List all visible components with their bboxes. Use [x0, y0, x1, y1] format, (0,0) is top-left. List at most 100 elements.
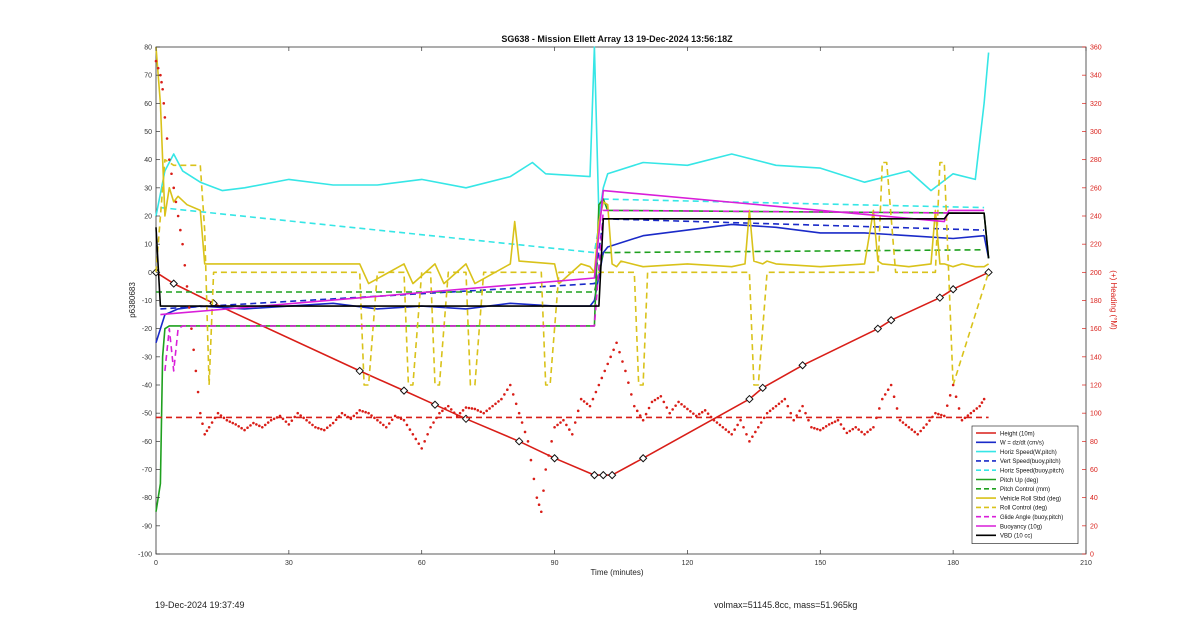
heading-point	[216, 411, 220, 415]
heading-point	[686, 407, 689, 411]
heading-point	[203, 432, 207, 436]
heading-point	[724, 428, 728, 431]
heading-point	[183, 263, 187, 267]
heading-point	[706, 412, 710, 415]
y2-tick-label: 0	[1090, 552, 1094, 559]
heading-point	[801, 404, 804, 408]
heading-point	[237, 425, 240, 428]
heading-point	[975, 407, 979, 410]
x-tick-label: 210	[1080, 560, 1092, 567]
heading-point	[972, 409, 976, 413]
heading-point	[978, 404, 982, 408]
heading-point	[458, 411, 462, 415]
heading-point	[683, 405, 686, 408]
heading-point	[539, 510, 543, 514]
heading-point	[579, 397, 583, 401]
heading-point	[506, 388, 509, 391]
heading-point	[762, 416, 766, 420]
heading-point	[532, 477, 536, 481]
series-layer	[151, 46, 993, 514]
heading-point	[162, 102, 166, 105]
heading-point	[756, 425, 760, 429]
series-roll-control-deg	[155, 158, 990, 386]
heading-point	[733, 428, 736, 431]
heading-point	[627, 381, 630, 384]
heading-point	[570, 432, 574, 436]
y2-tick-label: 60	[1090, 467, 1098, 474]
heading-point	[665, 406, 669, 409]
heading-point	[582, 400, 586, 403]
heading-point	[591, 397, 595, 401]
heading-point	[942, 414, 946, 418]
heading-point	[945, 404, 949, 407]
series-glide-angle-buoy-pitch	[164, 209, 985, 372]
heading-point	[692, 412, 695, 415]
heading-point	[299, 414, 302, 417]
y2-tick-label: 300	[1090, 129, 1102, 136]
heading-point	[606, 362, 610, 366]
heading-point	[934, 411, 937, 415]
heading-point	[370, 414, 373, 417]
heading-point	[901, 421, 905, 424]
heading-point	[181, 242, 184, 246]
y2-tick-label: 260	[1090, 185, 1102, 192]
heading-point	[618, 350, 621, 354]
heading-point	[922, 426, 925, 430]
heading-point	[393, 414, 397, 418]
height-marker	[169, 279, 178, 288]
heading-point	[556, 423, 559, 427]
heading-point	[367, 411, 370, 415]
heading-point	[624, 369, 627, 373]
legend-label: Height (10m)	[1000, 431, 1035, 437]
heading-point	[154, 59, 158, 63]
heading-point	[824, 425, 828, 428]
heading-point	[269, 418, 273, 422]
heading-point	[252, 421, 255, 425]
heading-point	[848, 429, 852, 433]
heading-point	[659, 394, 663, 398]
heading-point	[263, 423, 267, 427]
heading-point	[851, 427, 855, 431]
heading-point	[768, 409, 772, 413]
heading-point	[334, 418, 338, 422]
heading-point	[830, 421, 834, 425]
heading-point	[234, 423, 238, 426]
heading-point	[615, 341, 618, 345]
heading-point	[754, 430, 757, 434]
y-tick-label: 40	[144, 157, 152, 164]
heading-point	[671, 408, 674, 411]
heading-point	[576, 409, 580, 413]
heading-point	[980, 401, 984, 404]
heading-point	[172, 186, 176, 190]
y2-tick-label: 80	[1090, 439, 1098, 446]
heading-point	[573, 421, 577, 424]
heading-point	[340, 411, 344, 415]
heading-point	[322, 428, 326, 432]
y2-tick-label: 100	[1090, 411, 1102, 418]
heading-point	[452, 411, 456, 414]
heading-point	[317, 426, 320, 430]
heading-point	[296, 411, 300, 415]
heading-point	[187, 306, 191, 309]
heading-point	[464, 406, 468, 409]
heading-point	[662, 400, 666, 404]
legend-label: W = dz/dt (cm/s)	[1000, 441, 1044, 447]
heading-point	[302, 416, 305, 420]
heading-point	[423, 440, 426, 443]
heading-point	[426, 432, 429, 436]
height-marker	[984, 268, 993, 277]
heading-point	[907, 425, 911, 429]
heading-point	[919, 429, 922, 433]
heading-point	[159, 73, 162, 77]
heading-point	[966, 414, 970, 417]
heading-point	[568, 428, 571, 431]
height-marker	[745, 394, 754, 404]
heading-point	[827, 423, 831, 426]
height-marker	[758, 383, 767, 393]
y-tick-label: 50	[144, 129, 152, 136]
height-marker	[430, 400, 440, 409]
height-marker	[355, 366, 364, 376]
heading-point	[358, 409, 362, 412]
legend-label: Buoyancy (10g)	[1000, 524, 1042, 530]
y2-tick-label: 20	[1090, 523, 1098, 530]
